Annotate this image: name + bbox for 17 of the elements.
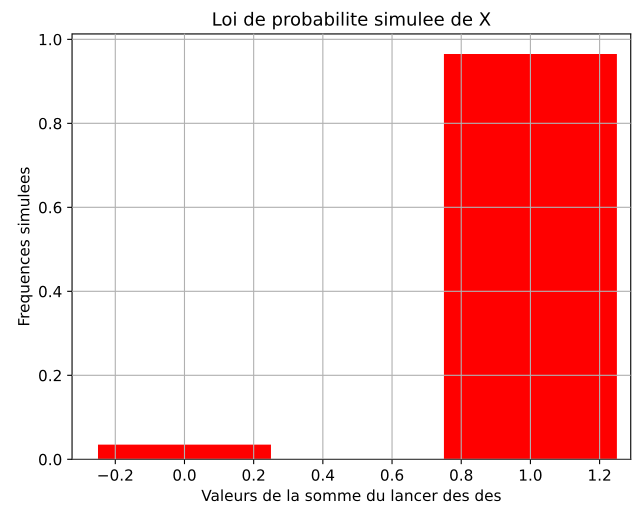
x-tick-label: 1.0 xyxy=(520,469,542,481)
y-tick-label: 0.0 xyxy=(39,454,62,466)
chart-title: Loi de probabilite simulee de X xyxy=(213,12,491,30)
y-tick-label: 0.8 xyxy=(39,118,62,130)
y-tick-label: 0.2 xyxy=(39,370,61,382)
y-tick-label: 0.4 xyxy=(39,286,62,298)
y-tick-label: 0.6 xyxy=(39,202,62,214)
x-tick-label: 1.2 xyxy=(589,469,610,481)
x-tick-label: 0.8 xyxy=(450,469,472,481)
x-tick-label: 0.6 xyxy=(380,469,404,481)
x-tick-label: 0.2 xyxy=(242,469,264,481)
x-tick-label: −0.2 xyxy=(98,469,132,481)
y-tick-label: 1.0 xyxy=(40,34,62,46)
x-tick-label: 0.4 xyxy=(312,469,334,481)
x-axis-title: Valeurs de la somme du lancer des des xyxy=(201,489,501,502)
y-axis-title: Frequences simulees xyxy=(18,167,32,326)
x-tick-label: 0.0 xyxy=(173,469,196,481)
